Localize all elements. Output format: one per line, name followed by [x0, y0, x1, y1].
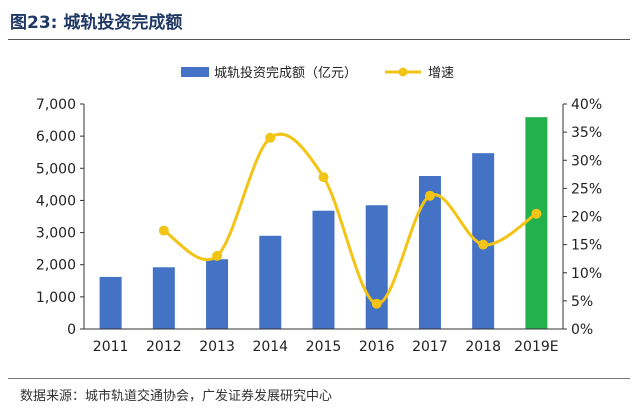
legend-line-marker	[398, 67, 408, 77]
growth-point-2016	[371, 298, 382, 309]
y-left-tick-label: 2,000	[36, 258, 76, 274]
growth-line	[162, 132, 538, 306]
y-right-tick-label: 30%	[571, 153, 602, 169]
bar-2019E	[525, 117, 548, 329]
bar-2014	[259, 235, 282, 329]
legend-bar-swatch	[181, 67, 209, 77]
source-divider	[8, 378, 630, 379]
x-tick-label: 2016	[359, 339, 395, 355]
x-tick-label: 2014	[252, 339, 288, 355]
bar-series	[99, 117, 548, 329]
y-left-tick-label: 7,000	[36, 97, 76, 113]
bar-2012	[152, 267, 175, 329]
legend-bar-label: 城轨投资完成额（亿元）	[214, 65, 357, 81]
y-left-tick-label: 0	[67, 322, 76, 338]
y-right-tick-label: 5%	[571, 294, 593, 310]
growth-point-2017	[424, 190, 435, 201]
y-right-tick-label: 20%	[571, 210, 602, 226]
x-tick-label: 2013	[199, 339, 235, 355]
growth-point-2013	[212, 250, 223, 261]
figure-title: 图23: 城轨投资完成额	[10, 13, 183, 33]
growth-point-2014	[265, 132, 276, 143]
source-note: 数据来源：城市轨道交通协会，广发证券发展研究中心	[20, 389, 333, 404]
bar-2015	[312, 210, 335, 329]
growth-point-2015	[318, 172, 329, 183]
y-left-tick-label: 6,000	[36, 129, 76, 145]
y-left-tick-label: 4,000	[36, 193, 76, 209]
bar-2017	[418, 176, 441, 329]
y-right-tick-label: 25%	[571, 181, 602, 197]
growth-point-2018	[478, 239, 489, 250]
bar-2013	[206, 259, 229, 329]
x-tick-label: 2019E	[514, 339, 558, 355]
y-left-tick-label: 5,000	[36, 161, 76, 177]
x-tick-label: 2017	[412, 339, 448, 355]
y-right-tick-label: 0%	[571, 322, 593, 338]
y-right-tick-label: 10%	[571, 266, 602, 282]
y-left-tick-label: 3,000	[36, 226, 76, 242]
title-divider	[8, 39, 630, 40]
chart-axes: 0 1,000 2,000 3,000 4,000 5,000 6,000 7,000 0% 5%…	[36, 97, 602, 355]
legend-line-label: 增速	[428, 66, 454, 81]
y-left-tick-label: 1,000	[36, 290, 76, 306]
y-right-tick-label: 15%	[571, 238, 602, 254]
chart-canvas: 城轨投资完成额（亿元） 增速 0 1,000 2,000 3,000 4,000 5,000…	[36, 65, 602, 355]
growth-point-2019E	[531, 208, 542, 219]
x-tick-label: 2015	[306, 339, 342, 355]
growth-point-2012	[158, 225, 169, 236]
x-tick-label: 2012	[146, 339, 182, 355]
bar-2011	[99, 276, 122, 329]
line-series	[158, 132, 542, 309]
bar-2016	[365, 205, 388, 329]
y-right-tick-label: 35%	[571, 125, 602, 141]
chart-legend: 城轨投资完成额（亿元） 增速	[181, 65, 454, 81]
y-right-tick-label: 40%	[571, 97, 602, 113]
x-tick-label: 2018	[465, 339, 501, 355]
x-tick-label: 2011	[93, 339, 129, 355]
